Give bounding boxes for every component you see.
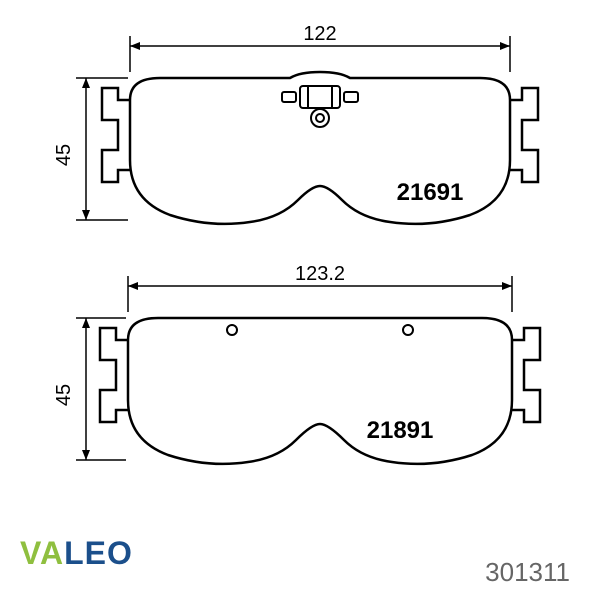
bottom-pad-height-value: 45 xyxy=(53,384,75,406)
top-pad-width-value: 122 xyxy=(303,23,336,45)
bottom-pad-part-number: 21891 xyxy=(367,417,434,444)
top-pad-height-value: 45 xyxy=(53,144,75,166)
top-pad-width-dimension: 122 xyxy=(130,23,510,72)
bottom-pad-width-value: 123.2 xyxy=(295,263,345,285)
top-pad-part-number: 21691 xyxy=(397,179,464,206)
brand-logo: VALEO xyxy=(20,535,133,572)
drawing-canvas: 122 45 xyxy=(0,0,600,600)
top-brake-pad: 21691 xyxy=(102,72,538,224)
bottom-pad-width-dimension: 123.2 xyxy=(128,263,512,312)
technical-drawing-svg: 122 45 xyxy=(0,0,600,600)
product-code: 301311 xyxy=(485,557,570,588)
bottom-brake-pad: 21891 xyxy=(100,318,540,464)
